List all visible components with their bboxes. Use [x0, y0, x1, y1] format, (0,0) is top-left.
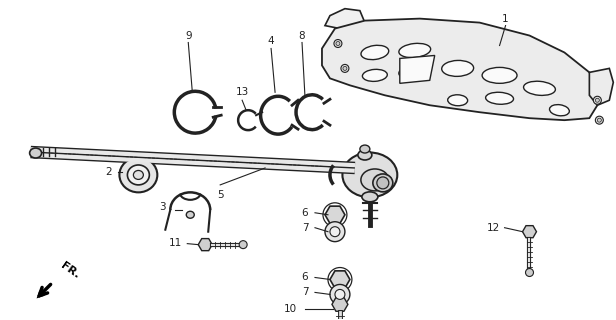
Polygon shape [325, 206, 345, 223]
Text: 3: 3 [159, 202, 166, 212]
Polygon shape [330, 271, 350, 288]
FancyArrowPatch shape [36, 284, 51, 299]
Polygon shape [332, 298, 348, 311]
Ellipse shape [361, 45, 389, 60]
Circle shape [598, 118, 601, 122]
Polygon shape [198, 239, 213, 251]
Circle shape [593, 96, 601, 104]
Circle shape [343, 67, 347, 70]
Text: 11: 11 [169, 238, 182, 248]
Ellipse shape [399, 43, 431, 58]
Circle shape [239, 241, 247, 249]
Ellipse shape [448, 95, 468, 106]
Text: 4: 4 [268, 36, 274, 45]
Text: 13: 13 [235, 87, 249, 97]
Ellipse shape [360, 145, 370, 153]
Ellipse shape [120, 157, 157, 192]
Ellipse shape [128, 165, 149, 185]
Circle shape [595, 116, 603, 124]
Text: 12: 12 [487, 223, 500, 233]
Ellipse shape [524, 81, 556, 95]
Polygon shape [400, 55, 435, 83]
Text: 7: 7 [302, 223, 309, 233]
Circle shape [525, 268, 533, 276]
Polygon shape [322, 19, 599, 120]
Text: 6: 6 [302, 273, 309, 283]
Text: 5: 5 [217, 190, 224, 200]
Circle shape [595, 98, 599, 102]
Ellipse shape [362, 69, 387, 81]
Circle shape [330, 227, 340, 237]
Ellipse shape [442, 60, 474, 76]
Circle shape [335, 289, 345, 300]
Text: 7: 7 [302, 287, 309, 297]
Ellipse shape [361, 169, 389, 191]
Circle shape [330, 284, 350, 304]
Text: 9: 9 [185, 30, 192, 41]
Text: 1: 1 [502, 14, 509, 24]
Polygon shape [325, 9, 365, 28]
Text: 6: 6 [302, 208, 309, 218]
Ellipse shape [399, 65, 431, 79]
Text: 10: 10 [283, 304, 296, 314]
Circle shape [336, 42, 340, 45]
Ellipse shape [549, 105, 569, 116]
Text: FR.: FR. [59, 260, 82, 281]
Ellipse shape [377, 177, 389, 189]
Ellipse shape [373, 174, 393, 192]
Ellipse shape [482, 68, 517, 83]
Circle shape [334, 40, 342, 47]
Circle shape [325, 222, 345, 242]
Text: 8: 8 [299, 30, 306, 41]
Polygon shape [590, 68, 614, 105]
Ellipse shape [358, 150, 372, 160]
Polygon shape [522, 226, 537, 238]
Ellipse shape [186, 211, 194, 218]
Ellipse shape [362, 192, 378, 202]
Ellipse shape [342, 153, 397, 197]
Ellipse shape [30, 148, 42, 158]
Ellipse shape [485, 92, 514, 104]
Ellipse shape [134, 171, 144, 180]
Text: 2: 2 [105, 167, 111, 177]
Circle shape [341, 64, 349, 72]
